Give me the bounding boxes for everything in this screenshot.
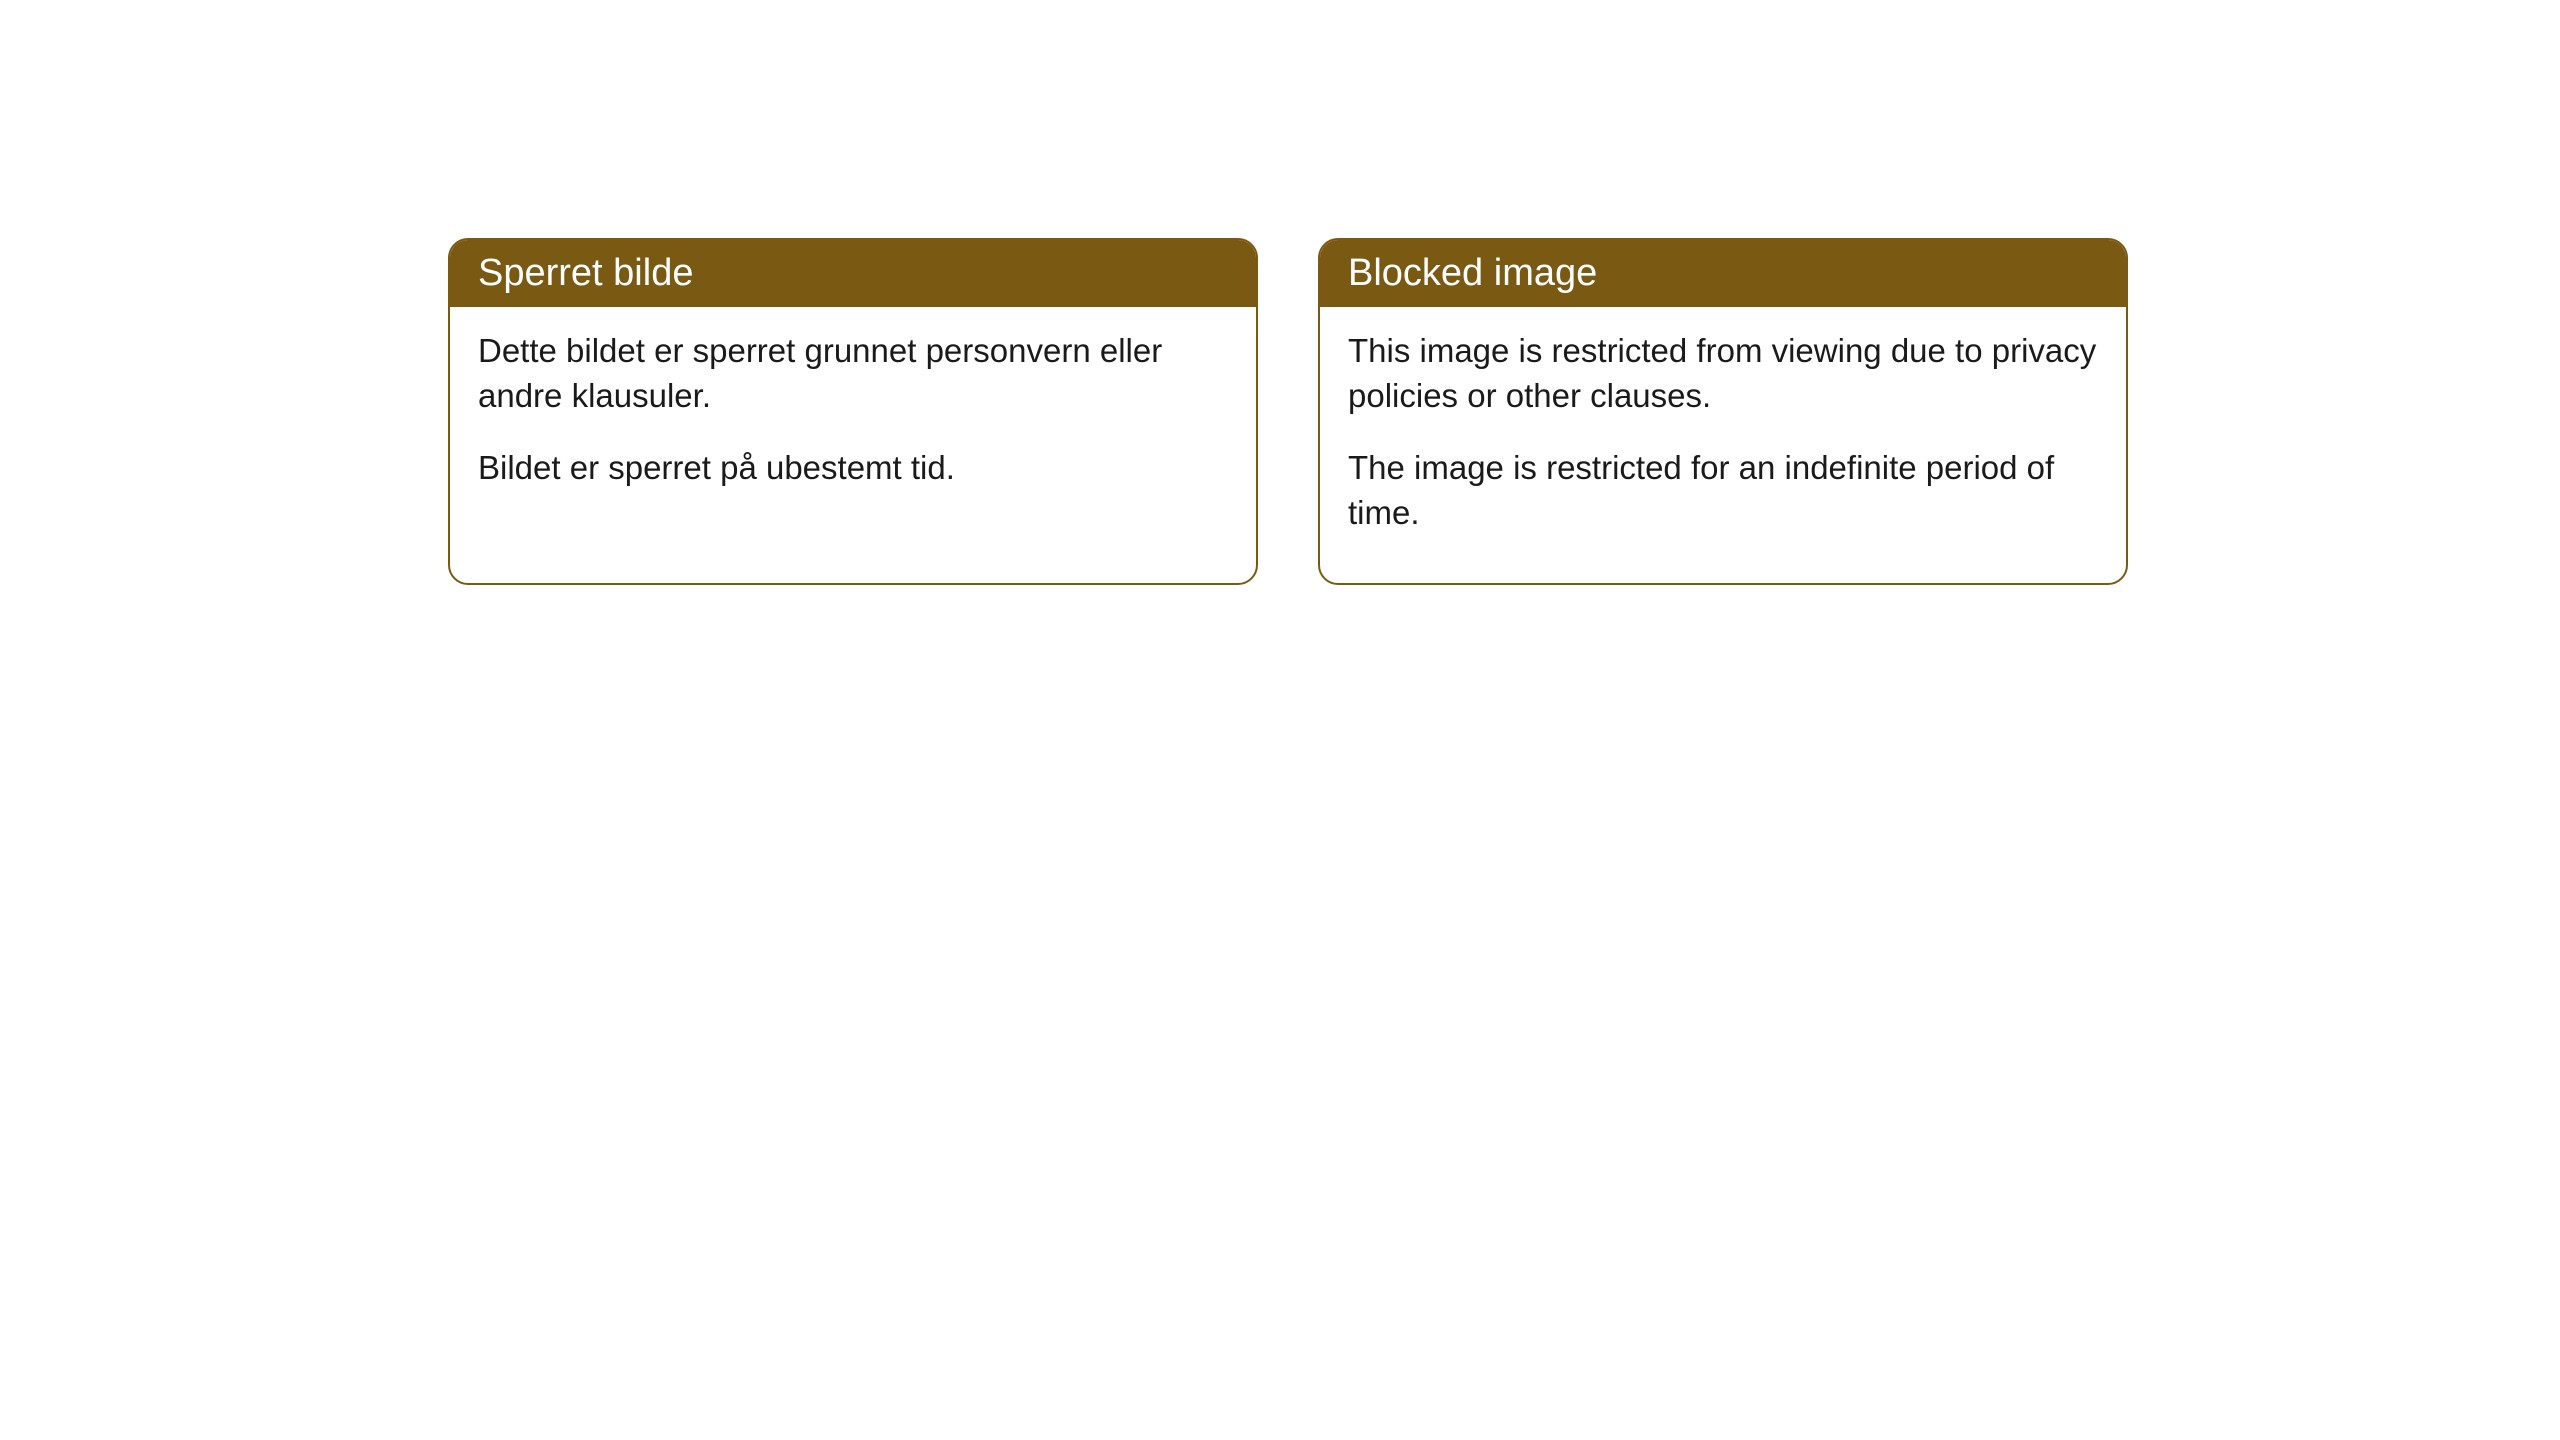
- blocked-image-card-norwegian: Sperret bilde Dette bildet er sperret gr…: [448, 238, 1258, 585]
- card-paragraph-1: This image is restricted from viewing du…: [1348, 329, 2098, 418]
- card-paragraph-2: The image is restricted for an indefinit…: [1348, 446, 2098, 535]
- cards-container: Sperret bilde Dette bildet er sperret gr…: [448, 238, 2128, 585]
- card-paragraph-2: Bildet er sperret på ubestemt tid.: [478, 446, 1228, 491]
- card-header-text: Sperret bilde: [478, 252, 693, 294]
- card-body: This image is restricted from viewing du…: [1320, 307, 2126, 583]
- card-header: Sperret bilde: [450, 240, 1256, 307]
- card-body: Dette bildet er sperret grunnet personve…: [450, 307, 1256, 539]
- card-header-text: Blocked image: [1348, 252, 1597, 294]
- blocked-image-card-english: Blocked image This image is restricted f…: [1318, 238, 2128, 585]
- card-paragraph-1: Dette bildet er sperret grunnet personve…: [478, 329, 1228, 418]
- card-header: Blocked image: [1320, 240, 2126, 307]
